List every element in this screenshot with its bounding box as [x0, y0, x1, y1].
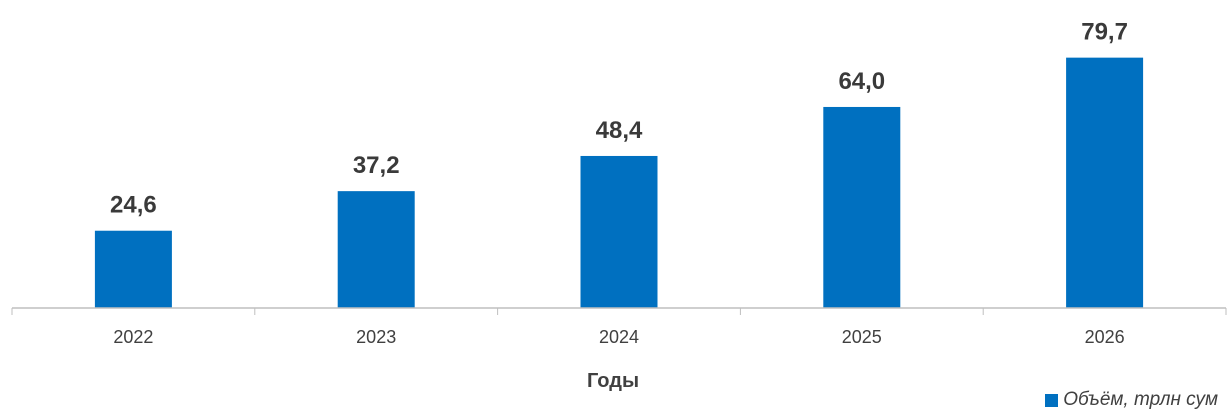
legend-label: Объём, трлн сум — [1063, 389, 1218, 410]
x-axis-title: Годы — [587, 370, 639, 392]
data-label-2025: 64,0 — [838, 68, 885, 95]
bar-2025 — [823, 106, 901, 308]
data-label-2026: 79,7 — [1081, 19, 1128, 46]
x-tick-label-2026: 2026 — [1085, 327, 1125, 347]
bars-group — [94, 57, 1144, 308]
bar-2024 — [580, 155, 658, 308]
x-axis-ticks-group — [11, 308, 1227, 315]
data-label-2023: 37,2 — [353, 152, 400, 179]
bar-2023 — [337, 191, 415, 308]
x-tick-label-2022: 2022 — [113, 327, 153, 347]
data-label-2024: 48,4 — [596, 117, 643, 144]
x-tick-label-2024: 2024 — [599, 327, 639, 347]
bar-2022 — [94, 230, 172, 308]
x-axis-tick-labels-group: 2022 2023 2024 2025 2026 — [113, 327, 1124, 347]
data-labels-group: 24,6 37,2 48,4 64,0 79,7 — [110, 19, 1128, 219]
bar-2026 — [1066, 57, 1144, 308]
data-label-2022: 24,6 — [110, 192, 157, 219]
legend-swatch-icon — [1045, 393, 1059, 407]
legend: Объём, трлн сум — [1045, 388, 1218, 412]
x-tick-label-2025: 2025 — [842, 327, 882, 347]
x-tick-label-2023: 2023 — [356, 327, 396, 347]
